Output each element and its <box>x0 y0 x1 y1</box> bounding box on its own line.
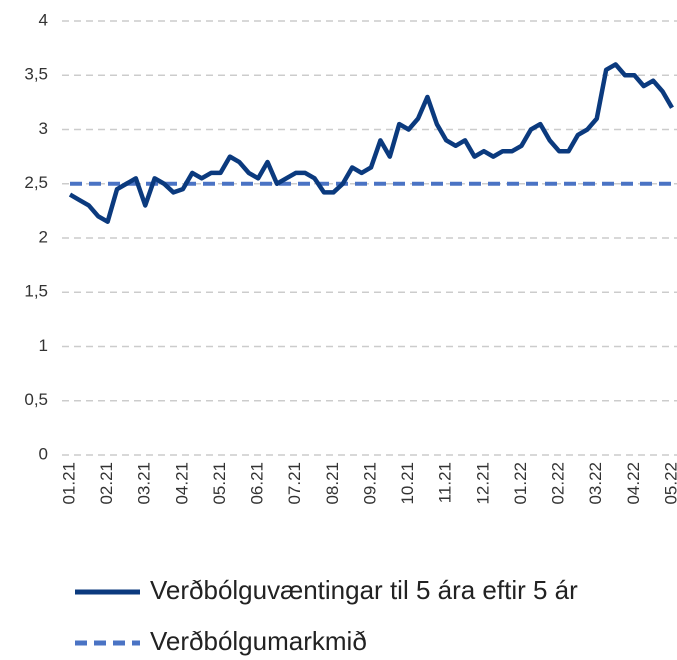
x-tick-label: 06.21 <box>248 462 267 505</box>
y-tick-label: 1,5 <box>24 282 48 301</box>
legend-label: Verðbólguvæntingar til 5 ára eftir 5 ár <box>150 575 578 605</box>
x-tick-label: 02.22 <box>549 462 568 505</box>
x-tick-label: 07.21 <box>285 462 304 505</box>
x-tick-label: 01.21 <box>59 462 78 505</box>
y-tick-label: 3,5 <box>24 65 48 84</box>
x-tick-label: 01.22 <box>511 462 530 505</box>
x-tick-label: 05.21 <box>210 462 229 505</box>
y-tick-label: 0,5 <box>24 390 48 409</box>
x-tick-label: 10.21 <box>398 462 417 505</box>
y-tick-label: 2 <box>39 227 48 246</box>
y-tick-label: 4 <box>39 10 48 29</box>
x-tick-label: 04.21 <box>172 462 191 505</box>
x-tick-label: 04.22 <box>624 462 643 505</box>
x-tick-label: 05.22 <box>661 462 677 505</box>
y-tick-label: 2,5 <box>24 173 48 192</box>
x-tick-label: 11.21 <box>436 462 455 503</box>
x-tick-label: 02.21 <box>97 462 116 505</box>
y-tick-label: 0 <box>39 444 48 463</box>
x-tick-label: 08.21 <box>323 462 342 505</box>
x-tick-label: 03.21 <box>135 462 154 505</box>
legend-label: Verðbólgumarkmið <box>150 626 367 656</box>
y-tick-label: 1 <box>39 336 48 355</box>
x-tick-label: 09.21 <box>360 462 379 505</box>
y-tick-label: 3 <box>39 119 48 138</box>
x-tick-label: 12.21 <box>473 462 492 505</box>
x-tick-label: 03.22 <box>586 462 605 505</box>
series-line <box>68 62 674 224</box>
